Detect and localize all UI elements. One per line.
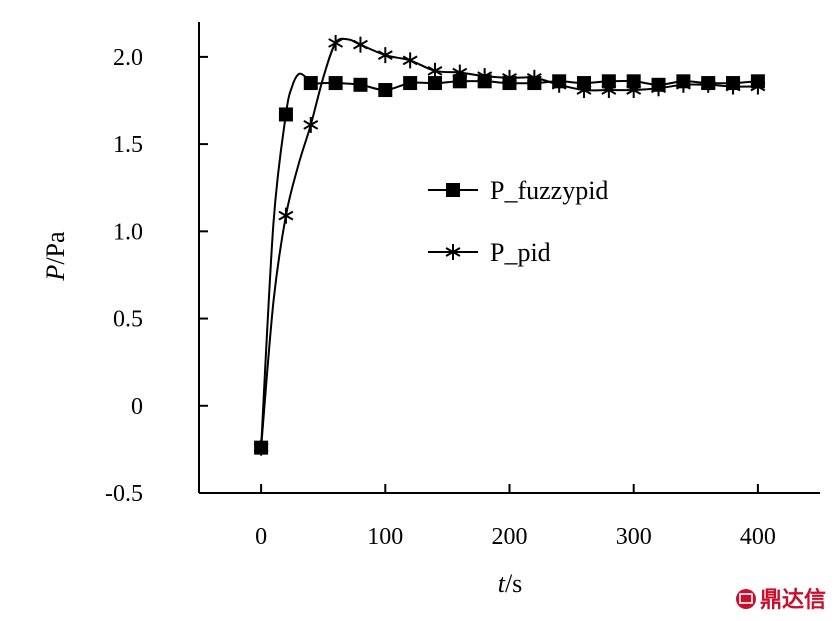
y-tick-label: -0.5	[105, 481, 143, 507]
data-point-asterisk	[452, 64, 468, 81]
data-point-asterisk	[601, 82, 617, 99]
legend-item: P_pid	[428, 238, 551, 267]
data-point-square	[626, 74, 641, 89]
legend-marker-asterisk	[445, 244, 461, 260]
data-point-asterisk	[278, 207, 294, 224]
data-point-asterisk	[651, 80, 666, 97]
y-tick-label: 2.0	[113, 45, 143, 71]
data-point-asterisk	[477, 68, 493, 85]
x-tick-label: 0	[255, 524, 267, 550]
data-point-asterisk	[303, 116, 319, 133]
data-point-asterisk	[427, 62, 443, 79]
y-tick-label: 0	[131, 394, 143, 420]
x-axis-label-unit: /s	[505, 569, 522, 598]
watermark-logo-glyph	[739, 593, 753, 604]
data-point-asterisk	[626, 82, 642, 99]
data-point-asterisk	[377, 47, 393, 64]
data-point-square	[303, 76, 318, 91]
data-point-square	[403, 76, 418, 91]
data-point-asterisk	[576, 82, 592, 99]
y-axis-label-var: P	[41, 265, 70, 282]
y-tick-label: 1.0	[113, 219, 143, 245]
x-tick-label: 200	[492, 524, 528, 550]
x-axis-label-var: t	[498, 569, 506, 598]
watermark-text: 鼎达信	[760, 587, 826, 613]
watermark-logo-icon	[736, 589, 756, 609]
data-point-asterisk	[502, 69, 517, 86]
data-point-asterisk	[551, 76, 567, 93]
data-point-square	[378, 83, 393, 98]
data-point-square	[353, 77, 368, 92]
data-point-asterisk	[700, 76, 716, 93]
data-point-asterisk	[402, 52, 418, 69]
series-markers	[253, 34, 766, 456]
data-point-asterisk	[725, 78, 741, 95]
data-point-asterisk	[675, 76, 691, 93]
data-point-asterisk	[750, 78, 766, 95]
watermark-logo: 鼎达信	[736, 587, 826, 613]
y-tick-label: 1.5	[113, 132, 143, 158]
data-point-square	[427, 76, 442, 91]
data-point-asterisk	[253, 439, 269, 456]
x-tick-label: 300	[616, 524, 652, 550]
data-point-asterisk	[353, 36, 368, 53]
legend-marker-square	[446, 183, 460, 197]
y-axis-label: P/Pa	[41, 231, 70, 282]
y-ticks: -0.5 0 0.5 1.0 1.5 2.0	[105, 45, 208, 507]
legend-label: P_fuzzypid	[490, 176, 608, 205]
data-point-square	[278, 107, 293, 122]
x-axis-label: t/s	[498, 569, 523, 598]
y-tick-label: 0.5	[113, 307, 143, 333]
y-axis-label-unit: /Pa	[41, 231, 70, 265]
data-point-square	[328, 76, 343, 91]
legend-label: P_pid	[490, 238, 551, 267]
legend: P_fuzzypid P_pid	[428, 176, 608, 267]
data-point-asterisk	[526, 69, 542, 86]
x-tick-label: 100	[367, 524, 403, 550]
data-point-asterisk	[328, 34, 344, 51]
x-ticks: 0 100 200 300 400	[255, 484, 776, 550]
legend-item: P_fuzzypid	[428, 176, 608, 205]
data-point-square	[452, 74, 467, 89]
data-point-square	[601, 74, 616, 89]
x-tick-label: 400	[740, 524, 776, 550]
